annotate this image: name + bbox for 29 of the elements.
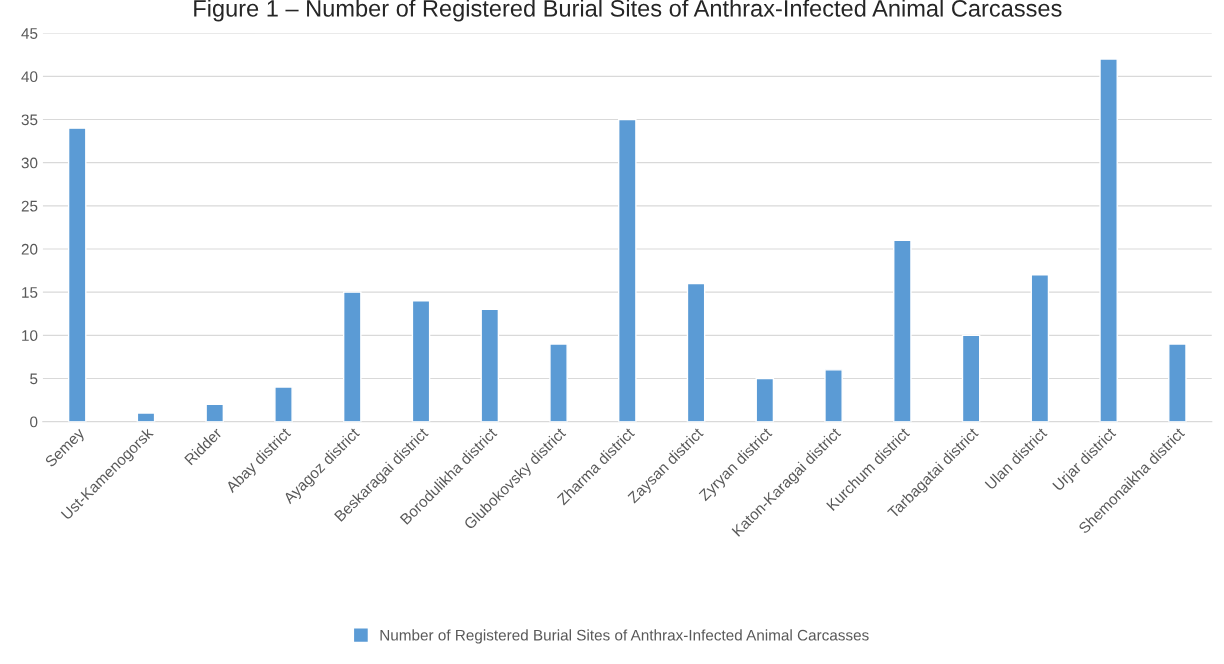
bar: [67, 127, 87, 422]
bar: [205, 403, 225, 422]
bar: [274, 386, 293, 422]
bar: [755, 377, 775, 422]
bar: [1099, 58, 1118, 422]
y-tick-label: 10: [22, 330, 38, 342]
bar: [824, 369, 843, 422]
bar: [411, 300, 431, 422]
bar: [961, 334, 981, 422]
y-tick-label: 30: [21, 157, 38, 169]
bar: [136, 412, 156, 422]
bar: [686, 282, 706, 422]
bar: [480, 308, 500, 422]
y-tick-label: 45: [21, 28, 38, 39]
bar: [1030, 274, 1050, 422]
y-tick-label: 20: [21, 243, 38, 255]
y-tick-label: 0: [30, 416, 38, 428]
chart-title: Figure 1 – Number of Registered Burial Sites of Anthrax-Infected Animal Carcasses: [194, 0, 1062, 22]
y-tick-label: 40: [21, 71, 38, 83]
bar: [549, 343, 568, 422]
bar: [893, 239, 912, 422]
bar: [618, 118, 637, 422]
y-tick-label: 35: [21, 114, 38, 126]
bar: [1168, 343, 1187, 422]
y-tick-label: 15: [22, 287, 38, 298]
y-tick-label: 5: [30, 373, 38, 385]
y-tick-label: 25: [21, 200, 38, 212]
bar: [342, 291, 362, 422]
legend-label: Number of Registered Burial Sites of Anthrax-Infected Animal Carcasses: [380, 629, 869, 644]
